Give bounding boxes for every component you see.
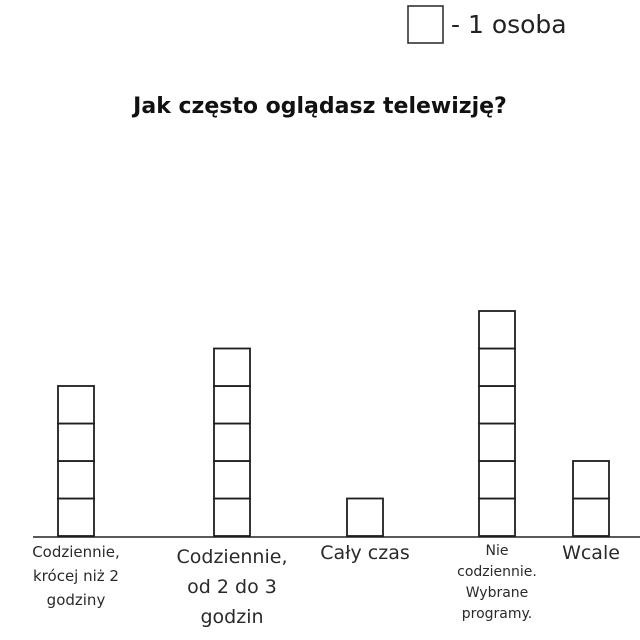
x-tick-label-line: codziennie. — [457, 564, 537, 580]
bar-unit-box — [57, 385, 95, 425]
unit-square-icon — [407, 5, 444, 44]
x-tick-label-line: Codziennie, — [177, 546, 288, 568]
x-tick-label-line: od 2 do 3 — [187, 576, 277, 598]
bar-unit-box — [478, 385, 516, 425]
x-tick-label: Wcale — [562, 542, 620, 564]
bars-group — [57, 310, 610, 537]
x-tick-label-line: Wcale — [562, 542, 620, 564]
category-labels-group: Codziennie, krócej niż 2 godzinyCodziennie… — [32, 542, 620, 628]
bar-unit-box — [213, 460, 251, 500]
bar-unit-box — [213, 385, 251, 425]
x-tick-label-line: programy. — [462, 606, 533, 622]
x-tick-label: Codziennie, krócej niż 2 godziny — [32, 543, 120, 609]
bar-unit-box — [213, 347, 251, 387]
x-tick-label-line: Nie — [486, 543, 509, 559]
bar-unit-box — [478, 310, 516, 350]
bar-unit-box — [213, 422, 251, 462]
x-tick-label-line: godzin — [200, 606, 263, 628]
bar-unit-box — [478, 422, 516, 462]
legend: - 1 osoba — [407, 5, 567, 44]
x-tick-label: Nie codziennie. Wybrane programy. — [457, 543, 537, 622]
x-tick-label: Cały czas — [320, 542, 410, 564]
bar-unit-box — [57, 497, 95, 537]
bar-unit-box — [346, 497, 384, 537]
bar-unit-box — [478, 460, 516, 500]
bar-unit-box — [213, 497, 251, 537]
bar-unit-box — [572, 460, 610, 500]
x-tick-label: Codziennie, od 2 do 3 godzin — [177, 546, 288, 628]
bar-unit-box — [478, 497, 516, 537]
x-tick-label-line: Cały czas — [320, 542, 410, 564]
chart-title: Jak często oglądasz telewizję? — [131, 94, 507, 119]
bar-unit-box — [57, 460, 95, 500]
bar-unit-box — [57, 422, 95, 462]
x-tick-label-line: krócej niż 2 — [33, 567, 119, 585]
x-tick-label-line: Wybrane — [466, 585, 529, 601]
x-tick-label-line: Codziennie, — [32, 543, 120, 561]
bar-unit-box — [478, 347, 516, 387]
bar-unit-box — [572, 497, 610, 537]
x-tick-label-line: godziny — [47, 591, 106, 609]
legend-label: - 1 osoba — [451, 10, 567, 39]
